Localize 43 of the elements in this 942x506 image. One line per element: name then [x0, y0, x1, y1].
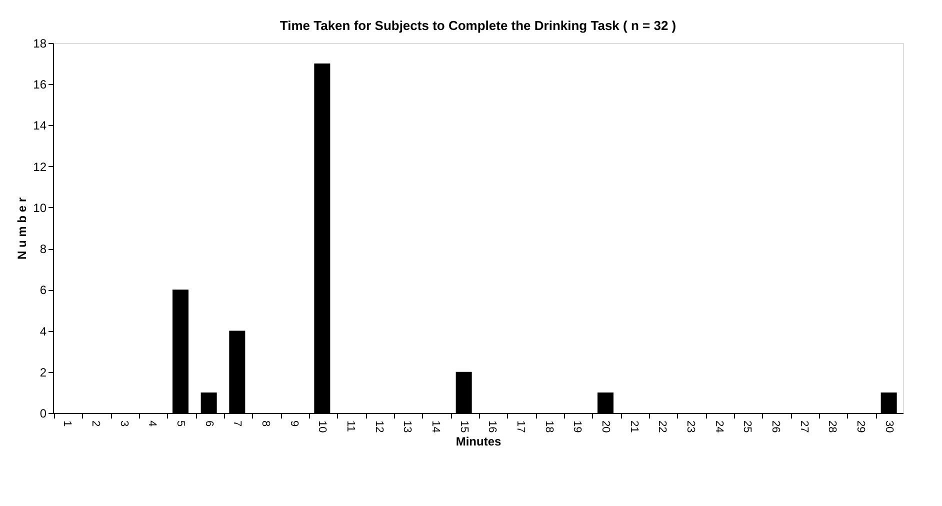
x-axis-title: Minutes [456, 434, 502, 449]
x-tick-label: 18 [542, 420, 555, 433]
y-tick-label: 14 [33, 118, 47, 133]
x-tick-label: 22 [656, 420, 668, 433]
x-tick-label: 25 [741, 420, 754, 433]
x-tick-label: 24 [712, 420, 725, 433]
x-tick-label: 8 [260, 420, 272, 427]
x-tick-label: 13 [401, 420, 414, 433]
y-tick-label: 2 [40, 365, 47, 380]
x-tick-label: 10 [316, 420, 328, 433]
x-tick-label: 29 [854, 420, 866, 433]
y-tick-label: 8 [40, 242, 47, 256]
y-tick-label: 0 [40, 406, 47, 420]
y-tick-label: 12 [33, 160, 47, 174]
y-tick-label: 18 [33, 36, 47, 50]
x-tick-label: 16 [486, 420, 498, 433]
x-tick-label: 7 [231, 420, 244, 427]
x-tick-label: 12 [372, 420, 385, 433]
y-tick-label: 4 [40, 324, 47, 338]
x-tick-label: 27 [798, 420, 810, 433]
x-tick-label: 17 [514, 420, 526, 433]
x-tick-label: 26 [770, 420, 782, 433]
y-axis-title: N u m b e r [15, 197, 30, 260]
y-tick-label: 6 [40, 283, 47, 298]
x-tick-label: 9 [288, 420, 300, 427]
x-tick-label: 11 [344, 420, 356, 432]
x-tick-label: 30 [882, 420, 895, 433]
x-tick-label: 20 [600, 420, 612, 433]
y-tick-label: 16 [33, 78, 47, 92]
x-tick-label: 15 [458, 420, 470, 433]
x-tick-label: 2 [90, 420, 102, 427]
x-tick-label: 28 [826, 420, 838, 433]
x-tick-label: 6 [202, 420, 215, 427]
x-tick-label: 5 [174, 420, 186, 427]
x-tick-label: 19 [571, 420, 584, 433]
chart-title: Time Taken for Subjects to Complete the Drinking Task ( n = 32 ) [280, 18, 676, 33]
x-tick-label: 4 [146, 420, 158, 427]
x-tick-label: 14 [430, 420, 442, 433]
x-tick-label: 21 [628, 420, 640, 433]
y-tick-label: 10 [33, 200, 47, 215]
x-tick-label: 3 [118, 420, 130, 427]
x-tick-label: 1 [61, 420, 74, 427]
x-tick-label: 23 [684, 420, 696, 433]
